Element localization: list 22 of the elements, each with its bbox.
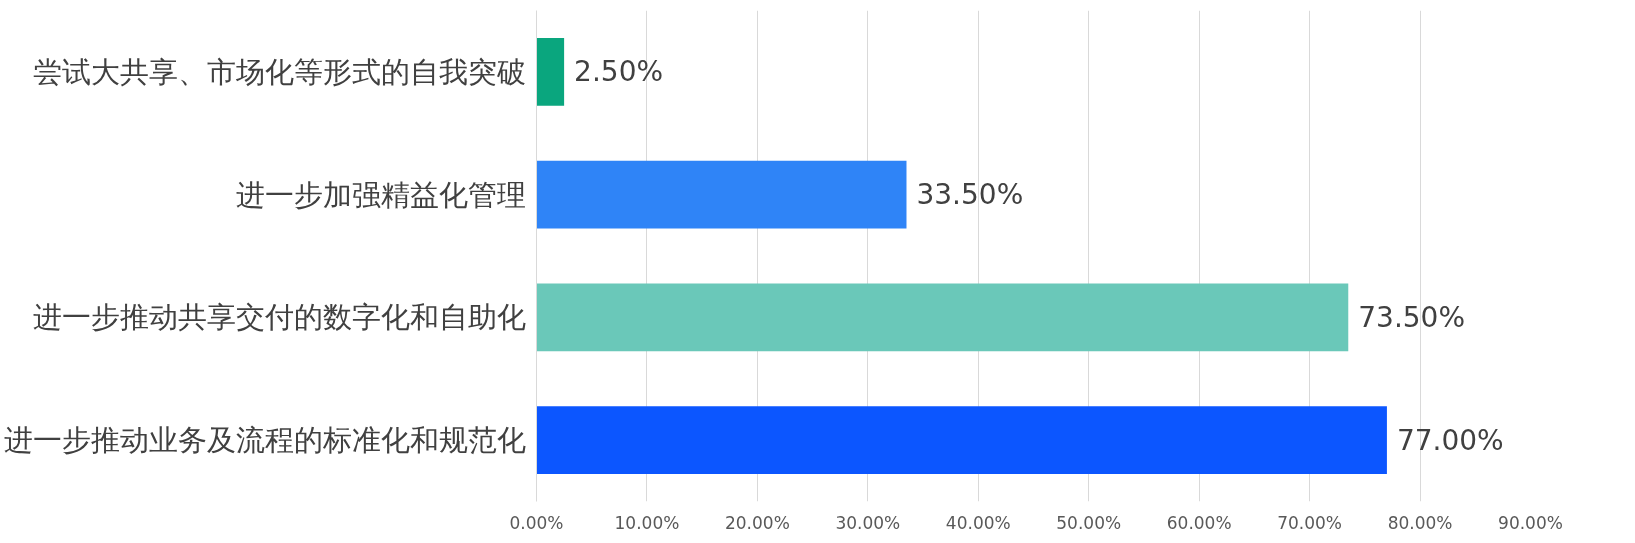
x-tick-label: 30.00% bbox=[835, 512, 901, 533]
y-tick-label: 进一步推动业务及流程的标准化和规范化 bbox=[3, 423, 526, 458]
bar bbox=[536, 283, 1349, 352]
bar bbox=[536, 38, 565, 106]
x-tick-label: 0.00% bbox=[509, 512, 564, 533]
bar bbox=[536, 160, 907, 229]
x-tick-label: 70.00% bbox=[1277, 512, 1343, 533]
y-tick-label: 进一步推动共享交付的数字化和自助化 bbox=[32, 300, 526, 335]
x-tick-label: 80.00% bbox=[1387, 512, 1453, 533]
x-tick-label: 90.00% bbox=[1498, 512, 1563, 533]
x-tick-label: 10.00% bbox=[614, 512, 680, 533]
x-tick-label: 50.00% bbox=[1056, 512, 1122, 533]
data-label: 77.00% bbox=[1396, 423, 1504, 457]
x-tick-label: 20.00% bbox=[724, 512, 790, 533]
y-tick-label: 进一步加强精益化管理 bbox=[235, 177, 526, 212]
x-tick-label: 60.00% bbox=[1166, 512, 1232, 533]
data-label: 73.50% bbox=[1358, 300, 1466, 334]
data-label: 33.50% bbox=[916, 178, 1024, 212]
data-label: 2.50% bbox=[574, 55, 664, 89]
bar bbox=[536, 406, 1387, 474]
x-tick-label: 40.00% bbox=[945, 512, 1011, 533]
y-tick-label: 尝试大共享、市场化等形式的自我突破 bbox=[32, 54, 526, 89]
